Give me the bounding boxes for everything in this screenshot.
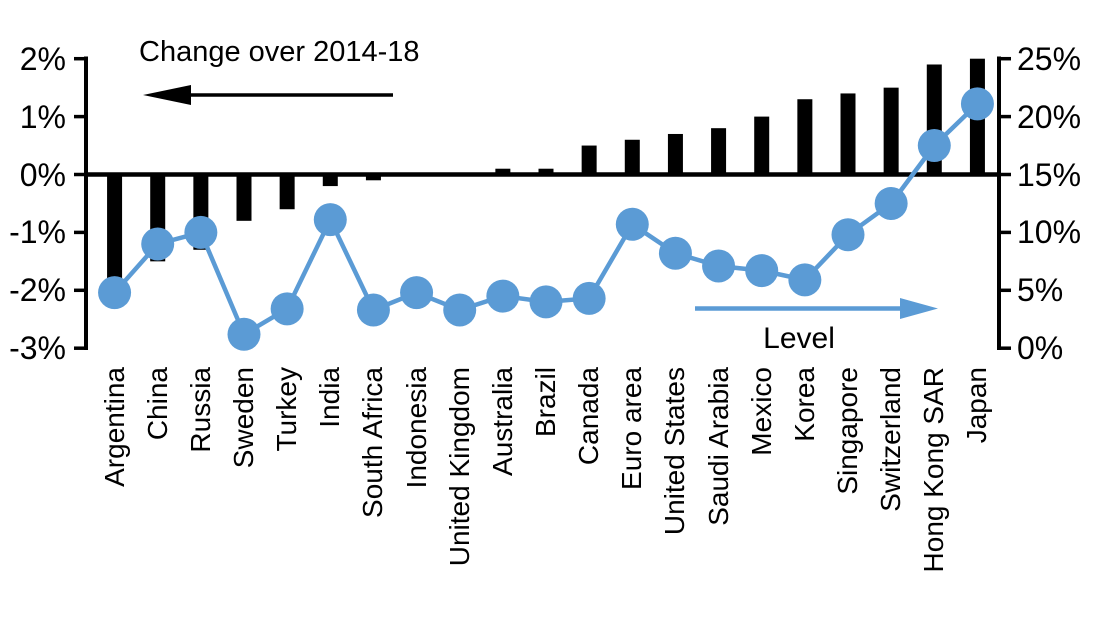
left-axis-tick-label: -1% <box>9 214 66 251</box>
marker-russia <box>184 215 218 249</box>
change-arrow-head-left-icon <box>143 85 191 105</box>
bar-sweden <box>236 174 252 221</box>
bar-switzerland <box>883 87 899 175</box>
right-axis-tick-label: 0% <box>1017 330 1064 367</box>
x-label-argentina: Argentina <box>98 367 130 487</box>
marker-singapore <box>831 218 865 252</box>
marker-indonesia <box>400 276 434 310</box>
right-axis-tick-label: 25% <box>1017 40 1082 77</box>
left-axis-tick-label: -2% <box>9 272 66 309</box>
marker-australia <box>486 279 520 313</box>
bar-korea <box>797 99 813 175</box>
x-label-hong-kong-sar: Hong Kong SAR <box>918 367 950 573</box>
bar-united-states <box>667 133 683 175</box>
marker-china <box>141 227 175 261</box>
x-label-canada: Canada <box>573 367 605 466</box>
marker-saudi-arabia <box>702 249 736 283</box>
right-axis-tick-label: 15% <box>1017 156 1082 193</box>
x-label-sweden: Sweden <box>228 367 259 469</box>
bar-saudi-arabia <box>711 128 727 175</box>
x-label-russia: Russia <box>184 367 216 453</box>
left-axis-tick-label: -3% <box>9 330 66 367</box>
bar-india <box>322 174 338 187</box>
marker-switzerland <box>874 186 908 220</box>
marker-korea <box>788 263 822 297</box>
line-series-annotation: Level <box>763 322 835 355</box>
x-label-saudi-arabia: Saudi Arabia <box>702 367 734 526</box>
marker-turkey <box>270 292 304 326</box>
marker-canada <box>572 281 606 315</box>
x-label-korea: Korea <box>788 367 820 442</box>
right-axis-tick-label: 10% <box>1017 214 1082 251</box>
bar-australia <box>495 168 511 175</box>
bar-argentina <box>107 174 123 285</box>
right-axis-tick-label: 20% <box>1017 98 1082 135</box>
x-label-mexico: Mexico <box>745 367 777 456</box>
x-label-china: China <box>141 367 173 441</box>
bar-canada <box>581 145 597 175</box>
marker-mexico <box>745 254 779 288</box>
marker-south-africa <box>356 293 390 327</box>
x-label-australia: Australia <box>486 367 518 476</box>
x-label-united-kingdom: United Kingdom <box>443 367 475 567</box>
bar-south-africa <box>365 174 381 181</box>
right-axis-tick-label: 5% <box>1017 272 1064 309</box>
x-label-brazil: Brazil <box>530 367 561 438</box>
marker-euro-area <box>615 207 649 241</box>
marker-sweden <box>227 317 261 351</box>
marker-japan <box>960 87 994 121</box>
bar-series-annotation: Change over 2014-18 <box>139 36 420 68</box>
bar-singapore <box>840 93 856 175</box>
x-label-euro-area: Euro area <box>616 367 648 490</box>
left-axis-tick-label: 1% <box>19 98 66 135</box>
marker-united-states <box>658 236 692 270</box>
marker-india <box>313 203 347 237</box>
left-axis-tick-label: 2% <box>19 40 66 77</box>
x-label-switzerland: Switzerland <box>875 367 907 512</box>
marker-hong-kong-sar <box>917 129 951 163</box>
x-label-indonesia: Indonesia <box>400 367 432 489</box>
x-label-united-states: United States <box>659 367 691 536</box>
x-label-japan: Japan <box>961 367 993 444</box>
x-label-singapore: Singapore <box>832 367 863 495</box>
bar-turkey <box>279 174 295 210</box>
level-arrow-head-right-icon <box>900 298 938 319</box>
bar-mexico <box>754 116 770 175</box>
marker-united-kingdom <box>443 293 477 327</box>
x-label-south-africa: South Africa <box>357 367 389 518</box>
x-label-india: India <box>314 367 346 428</box>
marker-argentina <box>98 276 132 310</box>
left-axis-tick-label: 0% <box>19 156 66 193</box>
x-label-turkey: Turkey <box>271 367 303 452</box>
marker-brazil <box>529 285 563 319</box>
bar-euro-area <box>624 139 640 175</box>
bar-brazil <box>538 168 554 175</box>
